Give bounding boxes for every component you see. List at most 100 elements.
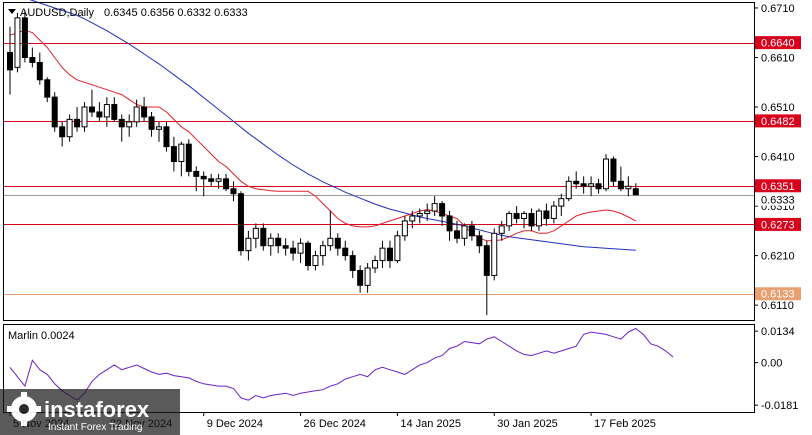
candle (178, 141, 185, 177)
candle (543, 203, 550, 226)
candle (349, 250, 356, 278)
candle-body (535, 210, 542, 227)
price-tick-label: 0.6610 (761, 52, 795, 64)
candle-body (603, 158, 609, 190)
candle-body (312, 255, 319, 267)
candle-body (357, 269, 364, 286)
candle (66, 114, 73, 142)
candle (506, 211, 513, 231)
candle-body (81, 106, 88, 128)
candle (364, 263, 371, 293)
date-tick-label: 9 Dec 2024 (207, 418, 263, 430)
level-price-label: 0.6640 (761, 38, 795, 50)
candle (156, 121, 162, 142)
level-price-tag (755, 36, 801, 50)
candle-body (200, 175, 207, 180)
candle-body (431, 203, 438, 212)
candle (424, 203, 431, 221)
candle (193, 166, 200, 192)
candle-body (521, 213, 528, 219)
candle (74, 107, 81, 132)
current-price-tag (755, 193, 801, 206)
candle-body (111, 104, 118, 120)
candle (305, 240, 311, 271)
candle-body (118, 118, 125, 128)
candle (185, 139, 192, 177)
gear-icon (7, 392, 41, 426)
candle-body (372, 260, 379, 269)
candle-body (394, 235, 401, 262)
candle-body (632, 188, 639, 196)
candle (200, 171, 207, 197)
candle (617, 166, 624, 192)
oscillator-tick-label: 0.0134 (761, 326, 795, 338)
candle-body (446, 215, 453, 232)
candle-body (342, 247, 349, 257)
candle-body (230, 188, 237, 195)
candle-body (409, 215, 416, 222)
candle-body (595, 183, 602, 190)
collapse-triangle-icon[interactable] (8, 9, 16, 14)
candle-body (580, 183, 587, 187)
candle-body (305, 242, 311, 267)
candle (379, 240, 386, 268)
candle (282, 238, 289, 256)
candle (141, 97, 148, 122)
candle (491, 228, 498, 281)
candle (386, 240, 393, 268)
candle-body (327, 237, 334, 247)
ma-blue-line (29, 0, 636, 251)
candle (312, 250, 319, 271)
candle-body (573, 180, 580, 185)
candle-body (29, 56, 36, 63)
candle (342, 240, 349, 261)
candle (513, 206, 520, 224)
chart-header: AUDUSD,Daily 0.6345 0.6356 0.6332 0.6333 (8, 7, 248, 19)
candle (237, 191, 244, 256)
oscillator-label: Marlin 0.0024 (8, 330, 75, 342)
candle (36, 52, 43, 85)
candle (461, 223, 468, 246)
candle-body (386, 247, 393, 262)
candle-body (260, 227, 267, 247)
candle (476, 230, 483, 254)
candle (44, 77, 51, 103)
candle-body (223, 178, 230, 190)
candle (588, 176, 595, 197)
candle-body (476, 235, 483, 247)
level-price-tag (755, 287, 801, 301)
candle (111, 97, 118, 122)
marlin-line (9, 327, 674, 401)
candle-body (588, 183, 595, 187)
candle-body (565, 180, 572, 200)
candle (625, 176, 632, 197)
candle-body (88, 106, 95, 113)
candle (565, 176, 572, 202)
candle-body (7, 52, 13, 71)
candle (290, 240, 297, 261)
symbol-label: AUDUSD,Daily (20, 7, 94, 19)
date-tick-label: 14 Jan 2025 (400, 418, 461, 430)
candle (528, 208, 535, 231)
price-tick-label: 0.6110 (761, 300, 794, 312)
price-tick-label: 0.6710 (761, 3, 795, 15)
level-price-label: 0.6273 (761, 219, 795, 231)
candle (319, 240, 326, 266)
candle (327, 211, 334, 251)
candle-body (170, 146, 177, 162)
candle (439, 201, 446, 226)
candle-body (267, 237, 274, 247)
candle (81, 102, 88, 132)
candle-body (74, 118, 81, 128)
candle (394, 230, 401, 264)
candle-body (36, 61, 43, 81)
candle (521, 211, 528, 229)
candle (372, 255, 379, 273)
ohlc-values: 0.6345 0.6356 0.6332 0.6333 (104, 7, 248, 19)
candle (215, 173, 222, 189)
candle (126, 114, 133, 137)
candle-body (66, 118, 73, 138)
candle (550, 201, 557, 224)
date-tick-label: 26 Dec 2024 (304, 418, 366, 430)
candle-body (506, 213, 513, 227)
